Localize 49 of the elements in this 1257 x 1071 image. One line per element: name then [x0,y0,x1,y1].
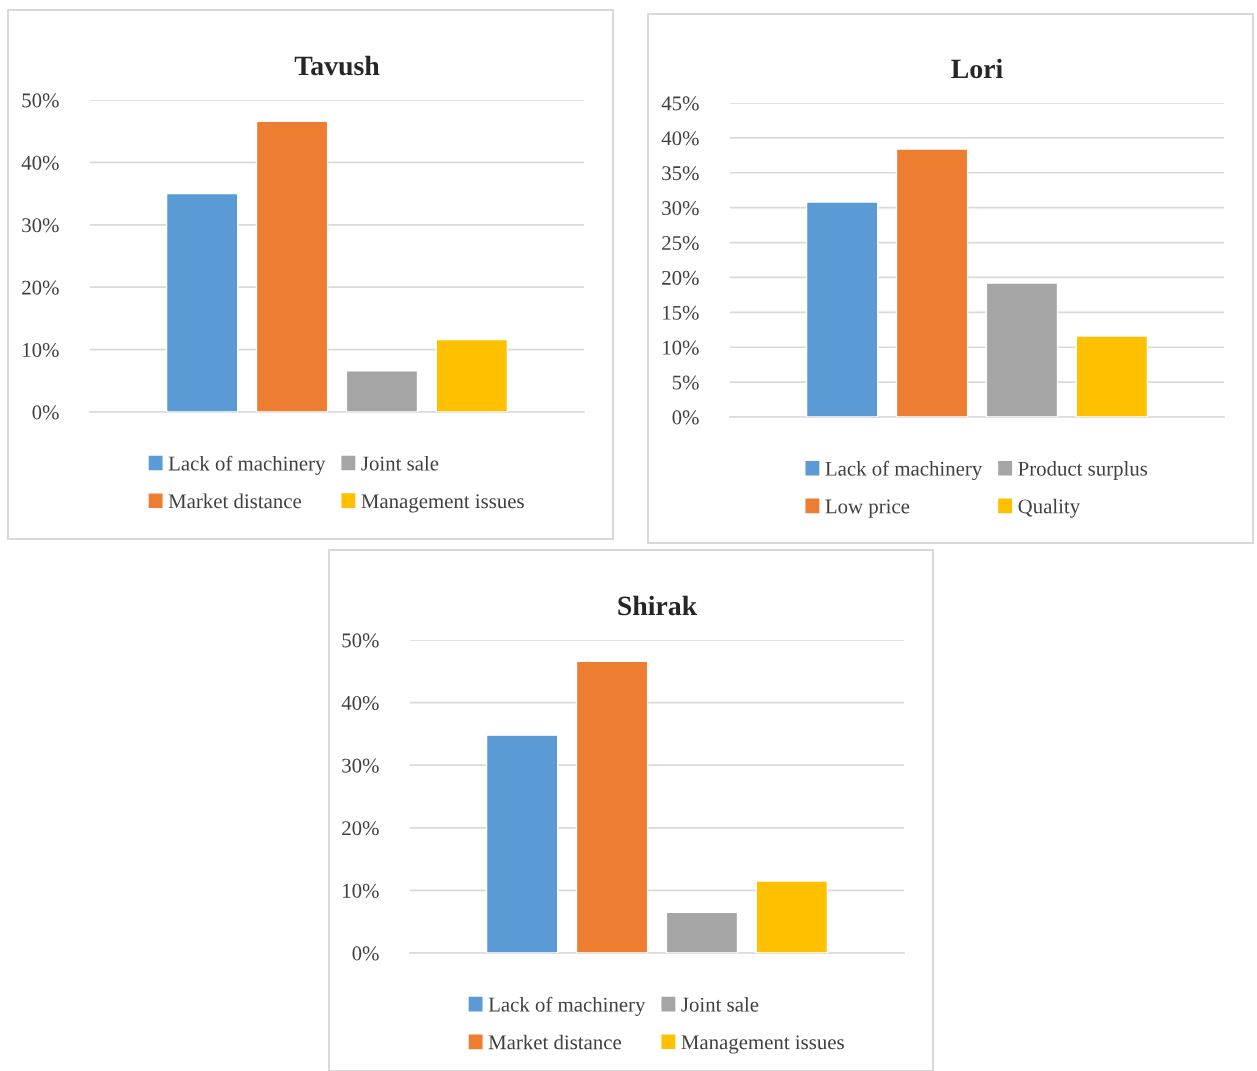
y-tick-label: 30% [342,758,379,773]
legend-label: Product surplus [1018,461,1148,480]
legend-label: Quality [1018,498,1081,518]
chart-title: Shirak [618,595,698,616]
y-tick-label: 30% [662,201,699,216]
bar [485,734,559,953]
bar [435,338,509,412]
y-tick-label: 25% [662,235,699,251]
legend-label: Lack of machinery [825,460,983,481]
bar [165,192,239,412]
legend-label: Market distance [488,1034,622,1050]
bar [575,660,649,953]
bar [755,880,829,953]
legend-label: Low price [825,499,910,518]
y-tick-label: 5% [672,375,699,390]
legend-label: Lack of machinery [488,996,646,1016]
y-tick-label: 30% [22,218,59,233]
y-tick-label: 0% [672,410,699,425]
y-tick-label: 10% [663,340,699,355]
y-tick-label: 35% [662,166,699,181]
chart-title: Lori [951,58,1003,79]
bar [255,120,329,412]
bar [985,282,1059,417]
bar [1075,335,1149,417]
y-tick-label: 45% [661,96,699,111]
legend-label: Joint sale [681,997,759,1012]
y-tick-label: 40% [661,131,699,146]
y-tick-label: 10% [343,883,379,898]
y-tick-label: 0% [32,405,59,420]
bar [805,201,879,417]
y-tick-label: 15% [663,305,699,320]
y-tick-label: 0% [352,946,379,961]
y-tick-label: 20% [662,270,699,285]
bar [665,911,739,953]
y-tick-label: 20% [342,821,379,836]
legend-label: Management issues [681,1035,844,1054]
chart-title: Tavush [294,55,380,76]
y-tick-label: 20% [22,280,59,295]
bar [895,148,969,417]
y-tick-label: 40% [21,155,59,170]
y-tick-label: 50% [22,93,59,108]
y-tick-label: 40% [341,695,379,711]
y-tick-label: 50% [342,633,379,648]
legend-label: Management issues [361,494,524,513]
legend-label: Joint sale [361,455,439,471]
legend-label: Lack of machinery [168,455,326,475]
legend-label: Market distance [168,493,302,509]
y-tick-label: 10% [23,342,59,358]
bar [345,370,419,412]
